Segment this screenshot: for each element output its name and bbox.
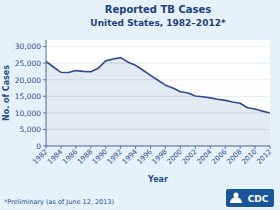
- tick-label: 2002: [180, 148, 198, 166]
- plot-area: [46, 40, 270, 146]
- tick-mark: [43, 63, 46, 64]
- area: [46, 58, 270, 146]
- y-axis: 0 5,000 10,000 15,000 20,000 25,000 30,000: [15, 40, 270, 151]
- y-axis-label: No. of Cases: [2, 65, 11, 121]
- tick-mark: [43, 79, 46, 80]
- x-axis: 1982198419861988199019921994199619982000…: [31, 146, 273, 166]
- tick-mark: [270, 146, 271, 149]
- tick-label: 1988: [76, 148, 94, 166]
- background: [0, 0, 280, 210]
- tick-label: 20,000: [15, 76, 41, 85]
- tick-label: 1982: [31, 148, 49, 166]
- tick-mark: [210, 146, 211, 149]
- tick-mark: [240, 146, 241, 149]
- tick-label: 1998: [151, 148, 169, 166]
- tick-mark: [255, 146, 256, 149]
- tick-mark: [180, 146, 181, 149]
- logo-text: CDC: [248, 194, 269, 204]
- tick-mark: [90, 146, 91, 149]
- tick-mark: [43, 112, 46, 113]
- tick-label: 2000: [166, 148, 184, 166]
- tick-label: 10,000: [15, 109, 41, 118]
- tick-mark: [43, 96, 46, 97]
- tick-label: 2008: [225, 148, 243, 166]
- tick-mark: [43, 146, 46, 147]
- grid-line: [46, 63, 270, 64]
- tick-mark: [165, 146, 166, 149]
- tick-label: 1984: [46, 147, 65, 166]
- tick-mark: [46, 146, 47, 149]
- tick-label: 2006: [210, 147, 229, 166]
- tick-label: 1992: [106, 148, 124, 166]
- data: [46, 58, 270, 146]
- tick-label: 15,000: [15, 92, 41, 101]
- tick-mark: [105, 146, 106, 149]
- footnote: *Preliminary (as of June 12, 2013): [4, 198, 114, 206]
- line: [46, 58, 270, 113]
- tick-label: 5,000: [20, 125, 42, 134]
- title: Reported TB Cases: [105, 4, 211, 15]
- tick-mark: [43, 129, 46, 130]
- tick-label: 2012: [255, 148, 273, 166]
- tick-mark: [120, 146, 121, 149]
- logo: CDC: [226, 189, 274, 207]
- grid-line: [46, 46, 270, 47]
- logo-head: [234, 193, 239, 198]
- tick-label: 25,000: [15, 59, 41, 68]
- tick-label: 1990: [91, 148, 109, 166]
- tick-label: 30,000: [15, 42, 41, 51]
- logo-body: [230, 197, 242, 203]
- logo-box: [226, 189, 274, 207]
- tick-mark: [43, 46, 46, 47]
- tick-mark: [135, 146, 136, 149]
- tick-label: 1994: [121, 147, 140, 166]
- tick-mark: [195, 146, 196, 149]
- tick-label: 2004: [195, 147, 214, 166]
- tick-mark: [75, 146, 76, 149]
- tick-label: 0: [36, 142, 41, 151]
- x-axis-label: Year: [147, 175, 168, 184]
- tick-mark: [225, 146, 226, 149]
- tick-mark: [150, 146, 151, 149]
- tick-mark: [60, 146, 61, 149]
- chart: Reported TB Cases United States, 1982–201…: [0, 0, 280, 210]
- tick-label: 2010: [240, 148, 258, 166]
- tick-label: 1996: [136, 147, 155, 166]
- subtitle: United States, 1982–2012*: [90, 18, 226, 28]
- tick-label: 1986: [61, 147, 80, 166]
